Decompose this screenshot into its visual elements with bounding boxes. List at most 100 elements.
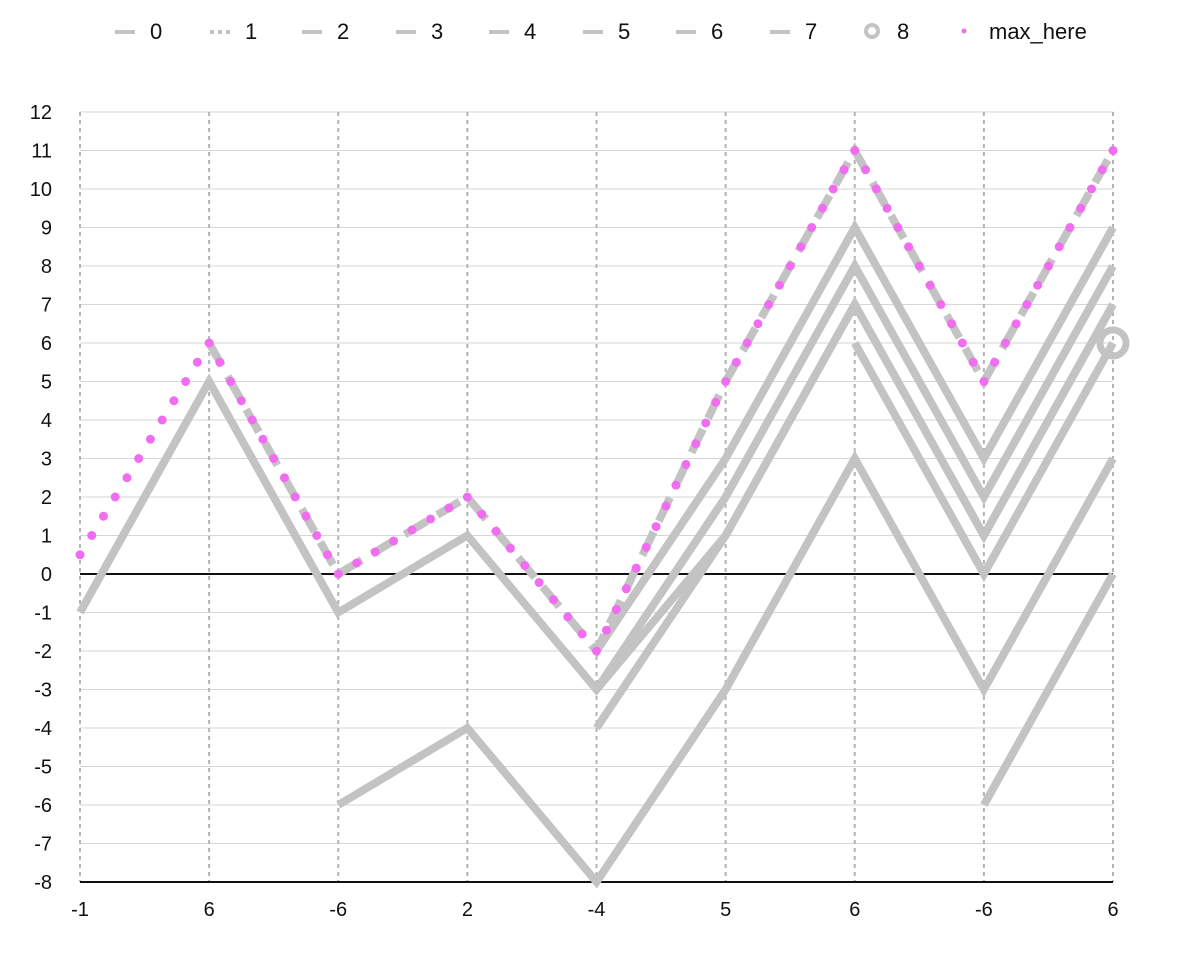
max_here-point xyxy=(563,612,573,622)
max_here-point xyxy=(601,625,611,635)
max_here-point xyxy=(904,242,914,252)
legend-item-4: 4 xyxy=(489,19,536,44)
max_here-point xyxy=(370,547,380,557)
series-6 xyxy=(593,296,1117,731)
max_here-point xyxy=(322,550,332,560)
max_here-point xyxy=(979,377,989,386)
legend-item-max_here: max_here xyxy=(961,19,1087,44)
max_here-point xyxy=(796,242,806,252)
max_here-point xyxy=(861,165,871,175)
max_here-point xyxy=(731,357,741,367)
max_here-point xyxy=(1043,261,1053,271)
legend-swatch xyxy=(864,23,880,39)
max_here-point xyxy=(312,531,322,540)
max_here-point xyxy=(817,203,827,213)
max_here-point xyxy=(1097,165,1107,175)
max_here-point xyxy=(661,501,671,511)
max_here-point xyxy=(1065,223,1075,232)
legend-item-8: 8 xyxy=(864,19,909,44)
y-tick-label: -5 xyxy=(34,757,52,779)
series-8 xyxy=(1096,326,1130,360)
max_here-point xyxy=(290,492,300,502)
max_here-point xyxy=(534,578,544,588)
max_here-point xyxy=(110,492,120,502)
y-tick-label: 8 xyxy=(41,256,52,278)
max_here-point xyxy=(226,377,236,386)
x-tick-label: -6 xyxy=(329,899,347,921)
max_here-point xyxy=(641,542,651,552)
max_here-point xyxy=(269,454,279,463)
series-extra xyxy=(980,572,1117,807)
legend-label: 1 xyxy=(245,19,257,44)
max_here-point xyxy=(134,454,144,463)
y-tick-label: 9 xyxy=(41,218,52,240)
max_here-point xyxy=(236,396,246,406)
legend-item-7: 7 xyxy=(770,19,817,44)
max_here-point xyxy=(947,319,957,329)
series-5 xyxy=(593,257,1117,692)
max_here-point xyxy=(701,418,711,428)
y-tick-label: 11 xyxy=(31,141,52,163)
max_here-point xyxy=(301,511,311,521)
max_here-point xyxy=(611,605,621,615)
series-4 xyxy=(593,219,1117,654)
max_here-point xyxy=(871,184,881,194)
x-axis: -1 6 -6 2 -4 5 6 -6 6 xyxy=(71,899,1118,921)
max_here-point xyxy=(122,473,132,483)
legend-item-6: 6 xyxy=(676,19,723,44)
y-tick-label: 4 xyxy=(41,410,52,432)
x-tick-label: 5 xyxy=(720,899,731,921)
x-tick-label: -4 xyxy=(588,899,606,921)
max_here-point xyxy=(957,338,967,348)
max_here-point xyxy=(192,357,202,367)
y-tick-label: -2 xyxy=(34,641,52,663)
legend-label: 4 xyxy=(524,19,536,44)
series-line xyxy=(593,219,1117,654)
legend-label: 3 xyxy=(431,19,443,44)
max_here-point xyxy=(592,646,601,656)
series-line xyxy=(205,142,1117,659)
max_here-point xyxy=(333,569,343,579)
series-max_here xyxy=(75,146,1118,656)
max_here-point xyxy=(882,203,892,213)
max_here-point xyxy=(936,300,946,309)
max_here-point xyxy=(75,550,85,560)
max_here-point xyxy=(711,397,721,407)
legend-label: 5 xyxy=(618,19,630,44)
x-tick-label: 6 xyxy=(849,899,860,921)
max_here-point xyxy=(651,522,661,532)
series-line xyxy=(593,257,1117,692)
max_here-point xyxy=(691,439,701,449)
max_here-point xyxy=(1054,242,1064,252)
max_here-point xyxy=(807,223,817,232)
max_here-point xyxy=(764,300,774,309)
max_here-point xyxy=(671,480,681,490)
max_here-point xyxy=(721,377,731,386)
max_here-point xyxy=(204,338,214,348)
max_here-point xyxy=(389,536,399,546)
legend: 0 1 2 3 4 5 6 7 8 max_here xyxy=(115,19,1087,44)
max_here-point xyxy=(352,558,362,568)
max_here-point xyxy=(850,146,860,155)
max_here-point xyxy=(407,525,417,535)
max_here-point xyxy=(491,526,501,536)
y-tick-label: 10 xyxy=(30,179,52,201)
max_here-point xyxy=(157,415,167,425)
max_here-point xyxy=(1011,319,1021,329)
y-tick-label: -7 xyxy=(34,834,52,856)
y-tick-label: -8 xyxy=(34,872,52,894)
max_here-point xyxy=(1022,300,1032,309)
legend-swatch xyxy=(961,28,967,34)
legend-item-0: 0 xyxy=(115,19,162,44)
legend-label: max_here xyxy=(989,19,1087,44)
max_here-point xyxy=(279,473,289,483)
y-tick-label: 5 xyxy=(41,372,52,394)
max_here-point xyxy=(548,595,558,605)
max_here-point xyxy=(258,434,268,444)
max_here-point xyxy=(577,629,587,639)
x-tick-label: 2 xyxy=(462,899,473,921)
max_here-point xyxy=(742,338,752,348)
